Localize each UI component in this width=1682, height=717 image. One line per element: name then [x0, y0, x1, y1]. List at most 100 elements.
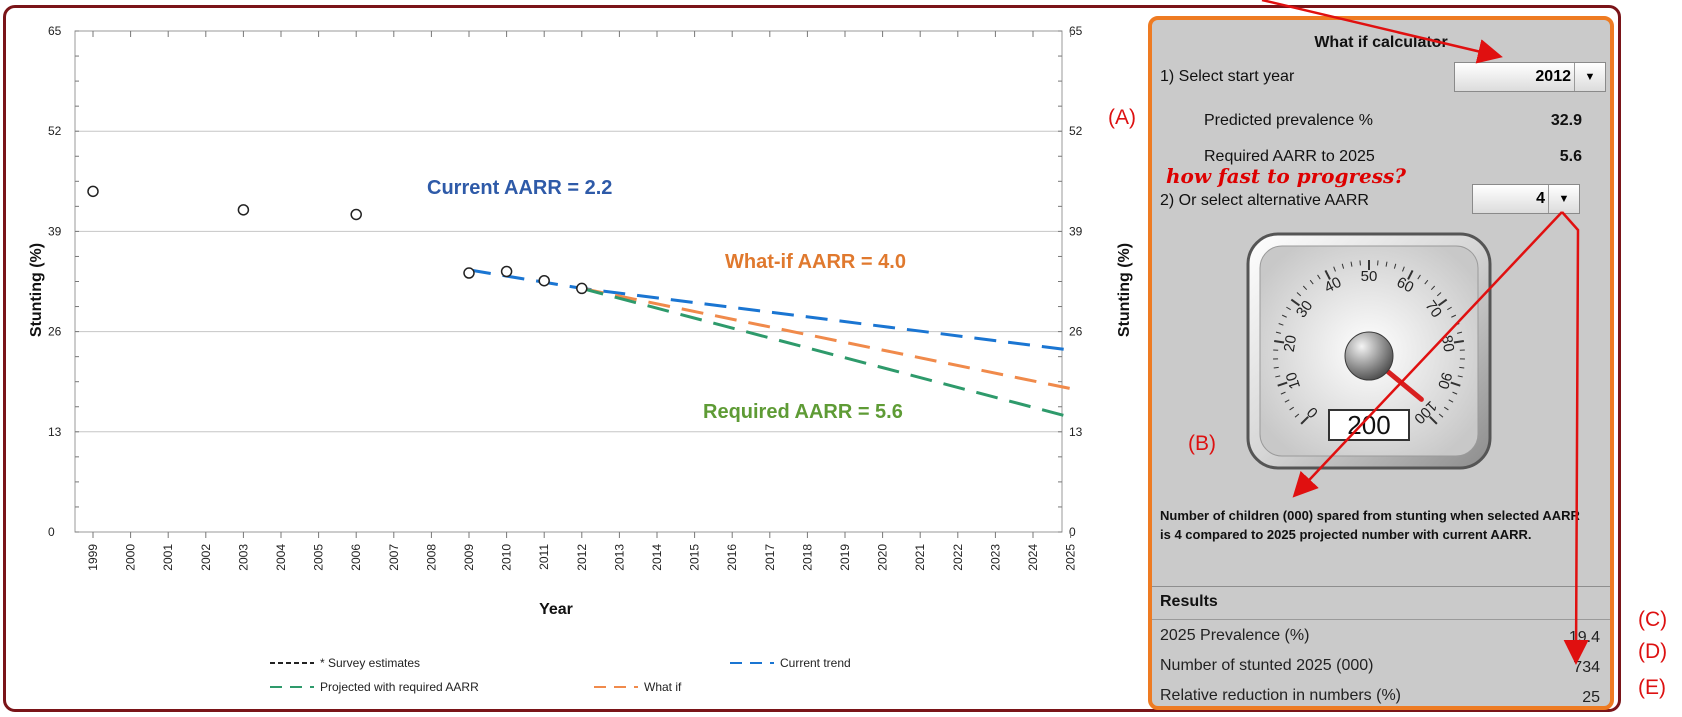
alternative-aarr-label: 2) Or select alternative AARR — [1160, 192, 1369, 209]
start-year-label: 1) Select start year — [1160, 68, 1295, 85]
marker-d: (D) — [1638, 640, 1668, 663]
y-axis-title-left: Stunting (%) — [28, 243, 45, 337]
y-axis-title-right: Stunting (%) — [1116, 243, 1133, 337]
alternative-aarr-dropdown[interactable]: 4 ▼ — [1472, 184, 1580, 214]
annotation-2: What-if AARR = 4.0 — [725, 251, 906, 273]
x-tick-label: 2021 — [913, 544, 927, 571]
marker-e: (E) — [1638, 676, 1666, 699]
plot-border — [74, 30, 1063, 533]
result-prevalence-label: 2025 Prevalence (%) — [1160, 627, 1310, 644]
children-spared-text: Number of children (000) spared from stu… — [1160, 508, 1580, 542]
gauge-knob — [1344, 331, 1394, 381]
x-tick-label: 2004 — [274, 544, 288, 571]
x-tick-label: 2011 — [537, 544, 551, 570]
gauge-tick — [1278, 323, 1284, 326]
x-tick-label: 2014 — [650, 544, 664, 571]
stunting-chart: 0 0 13 13 26 26 39 39 52 52 65 65 1999 2000 2001 2002 20… — [28, 24, 1136, 694]
x-tick-label: 2006 — [349, 544, 363, 571]
marker-c: (C) — [1638, 608, 1668, 631]
survey-point — [576, 282, 588, 295]
x-tick-label: 2015 — [688, 544, 702, 571]
y-tick-label-right: 13 — [1069, 425, 1083, 439]
x-tick-label: 2001 — [161, 544, 175, 571]
series-line-what-if — [581, 286, 1071, 391]
x-tick-label: 2005 — [312, 544, 326, 571]
y-tick-label-left: 26 — [48, 325, 62, 339]
x-axis-title: Year — [539, 601, 573, 618]
chevron-down-icon[interactable]: ▼ — [1548, 185, 1579, 213]
x-tick-label: 2009 — [462, 544, 476, 571]
survey-points — [87, 185, 588, 295]
gauge-tick — [1459, 366, 1465, 369]
chart-legend: * Survey estimates Current trend Projected… — [270, 656, 851, 694]
survey-point — [350, 208, 362, 221]
outer-frame — [3, 5, 1621, 712]
gauge-tick — [1289, 406, 1295, 411]
legend-label: Current trend — [780, 656, 851, 670]
divider — [1152, 619, 1610, 620]
chevron-down-icon[interactable]: ▼ — [1574, 63, 1605, 91]
x-tick-label: 2003 — [236, 544, 250, 571]
y-tick-label-right: 39 — [1069, 224, 1083, 238]
y-tick-label-left: 13 — [48, 425, 62, 439]
survey-point — [237, 204, 250, 216]
y-tick-label-right: 26 — [1069, 325, 1083, 339]
x-tick-label: 2025 — [1064, 544, 1078, 571]
result-reduction-value: 25 — [1582, 689, 1600, 706]
start-year-value: 2012 — [1535, 68, 1571, 85]
x-tick-label: 1999 — [86, 544, 100, 571]
predicted-prevalence-value: 32.9 — [1550, 112, 1582, 129]
result-reduction-label: Relative reduction in numbers (%) — [1160, 687, 1401, 704]
marker-b: (B) — [1188, 432, 1216, 455]
y-tick-label-right: 65 — [1069, 24, 1083, 38]
x-tick-label: 2017 — [763, 544, 777, 571]
annotation-1: Current AARR = 2.2 — [427, 177, 612, 199]
x-tick-label: 2012 — [575, 544, 589, 571]
y-tick-label-left: 65 — [48, 24, 62, 38]
result-stunted-label: Number of stunted 2025 (000) — [1160, 657, 1374, 674]
gauge-readout: 200 — [1347, 410, 1390, 440]
gauge-tick — [1275, 331, 1281, 334]
alternative-aarr-value: 4 — [1536, 190, 1545, 207]
x-tick-label: 2018 — [800, 544, 814, 571]
handwritten-note: how fast to progress? — [1166, 164, 1406, 188]
x-tick-label: 2002 — [199, 544, 213, 571]
required-aarr-value: 5.6 — [1559, 148, 1582, 165]
y-tick-label-right: 52 — [1069, 124, 1083, 138]
x-tick-label: 2016 — [725, 544, 739, 571]
x-tick-label: 2000 — [124, 544, 138, 571]
gauge-tick — [1280, 391, 1286, 395]
gauge-tick — [1281, 314, 1287, 318]
y-tick-label-left: 39 — [48, 224, 62, 238]
annotation-3: Required AARR = 5.6 — [703, 401, 903, 423]
result-stunted-value: 734 — [1573, 659, 1600, 676]
gauge-tick — [1286, 306, 1291, 311]
x-tick-label: 2019 — [838, 544, 852, 571]
series-line-projected-with-required-aarr — [581, 286, 1071, 419]
x-tick-label: 2013 — [612, 544, 626, 571]
grid-lines — [75, 130, 1062, 433]
gauge-label: 50 — [1361, 268, 1378, 285]
survey-point — [538, 274, 550, 287]
survey-point — [500, 265, 513, 278]
legend-label: * Survey estimates — [320, 656, 420, 670]
x-tick-label: 2010 — [500, 544, 514, 571]
gauge-label: 80 — [1438, 334, 1457, 353]
gauge-tick — [1277, 381, 1288, 387]
start-year-dropdown[interactable]: 2012 ▼ — [1454, 62, 1606, 92]
x-tick-label: 2020 — [876, 544, 890, 571]
x-tick-label: 2022 — [951, 544, 965, 571]
trend-lines — [468, 268, 1071, 419]
x-tick-label: 2008 — [424, 544, 438, 571]
predicted-prevalence-label: Predicted prevalence % — [1204, 112, 1373, 129]
x-tick-label: 2007 — [387, 544, 401, 571]
y-tick-label-left: 52 — [48, 124, 62, 138]
gauge-tick — [1275, 375, 1281, 378]
survey-point — [463, 267, 475, 279]
calculator-title: What if calculator — [1314, 34, 1448, 51]
series-line-current-trend — [468, 268, 1071, 352]
legend-label: Projected with required AARR — [320, 680, 479, 694]
required-aarr-label: Required AARR to 2025 — [1204, 148, 1375, 165]
what-if-calculator-panel: What if calculator 1) Select start year … — [1148, 16, 1614, 710]
